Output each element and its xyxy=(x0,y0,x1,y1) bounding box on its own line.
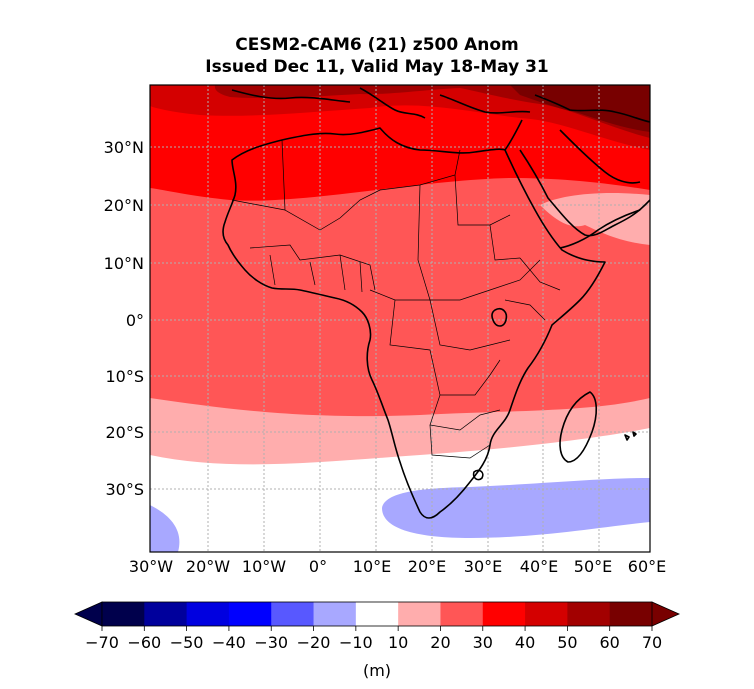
islands xyxy=(472,431,637,481)
lat-labels: 30°N 20°N 10°N 0° 10°S 20°S 30°S xyxy=(104,138,144,499)
colorbar-swatch xyxy=(398,602,441,626)
colorbar-swatch xyxy=(482,602,526,626)
colorbar-swatch xyxy=(186,602,230,626)
colorbar-swatch xyxy=(440,602,484,626)
colorbar xyxy=(74,601,680,627)
lat-label: 0° xyxy=(126,311,144,330)
colorbar-tick-label: 60 xyxy=(600,633,620,652)
lon-label: 40°E xyxy=(520,557,558,576)
colorbar-swatch xyxy=(271,602,315,626)
colorbar-tick-label: 40 xyxy=(515,633,535,652)
lon-label: 60°E xyxy=(628,557,666,576)
lon-label: 0° xyxy=(309,557,327,576)
colorbar-under-arrow xyxy=(74,601,103,627)
colorbar-swatch xyxy=(313,602,357,626)
colorbar-tick-label: −30 xyxy=(254,633,288,652)
colorbar-tick-label: 70 xyxy=(642,633,662,652)
lon-label: 20°W xyxy=(186,557,230,576)
lon-label: 30°W xyxy=(129,557,173,576)
colorbar-tick-label: −40 xyxy=(212,633,246,652)
colorbar-unit-label: (m) xyxy=(362,661,392,680)
lat-label: 10°S xyxy=(105,367,144,386)
map-panel xyxy=(150,85,650,552)
colorbar-swatch xyxy=(525,602,568,626)
map-title-line2: Issued Dec 11, Valid May 18-May 31 xyxy=(205,57,549,77)
colorbar-tick-label: 10 xyxy=(388,633,408,652)
mediterranean-coastline xyxy=(231,87,650,123)
colorbar-swatch xyxy=(567,602,611,626)
map-title-line1: CESM2-CAM6 (21) z500 Anom xyxy=(235,35,519,55)
arabia-coastline xyxy=(504,119,650,237)
lon-label: 50°E xyxy=(574,557,612,576)
lat-label: 20°N xyxy=(104,196,144,215)
anomaly-fill-neg20-neg10 xyxy=(382,478,650,538)
graticule xyxy=(150,85,650,552)
madagascar-coastline xyxy=(559,391,598,463)
colorbar-tick-label: 50 xyxy=(557,633,577,652)
coastlines xyxy=(222,87,650,519)
colorbar-tick-label: 20 xyxy=(430,633,450,652)
colorbar-frame xyxy=(101,601,653,627)
colorbar-tick-label: 30 xyxy=(473,633,493,652)
lon-label: 30°E xyxy=(464,557,502,576)
lon-label: 10°E xyxy=(353,557,391,576)
colorbar-tick-label: −10 xyxy=(339,633,373,652)
colorbar-tick-label: −50 xyxy=(170,633,204,652)
colorbar-tick-label: −20 xyxy=(297,633,331,652)
country-borders xyxy=(231,139,561,459)
map-frame xyxy=(149,84,651,553)
anomaly-fill-10-20-arabia xyxy=(540,193,650,245)
colorbar-swatch xyxy=(609,602,653,626)
colorbar-tick-label: −70 xyxy=(85,633,119,652)
anomaly-fill-neg20-neg10-west xyxy=(150,505,180,552)
lat-label: 30°N xyxy=(104,138,144,157)
africa-coastline xyxy=(222,127,606,519)
colorbar-swatch xyxy=(102,602,145,626)
colorbar-swatch xyxy=(228,602,272,626)
colorbar-over-arrow xyxy=(651,601,680,627)
lat-label: 10°N xyxy=(104,254,144,273)
lake-victoria xyxy=(491,307,508,327)
colorbar-swatch xyxy=(355,602,399,626)
lat-label: 30°S xyxy=(105,480,144,499)
colorbar-swatch xyxy=(144,602,188,626)
lon-label: 20°E xyxy=(408,557,446,576)
lon-labels: 30°W 20°W 10°W 0° 10°E 20°E 30°E 40°E 50… xyxy=(129,557,666,576)
colorbar-tick-label: −60 xyxy=(127,633,161,652)
lon-label: 10°W xyxy=(242,557,286,576)
colorbar-ticks: −70 −60 −50 −40 −30 −20 −10 10 20 30 40 50 60 70 xyxy=(85,626,662,652)
lat-label: 20°S xyxy=(105,423,144,442)
arabia-south-coastline xyxy=(559,209,641,249)
